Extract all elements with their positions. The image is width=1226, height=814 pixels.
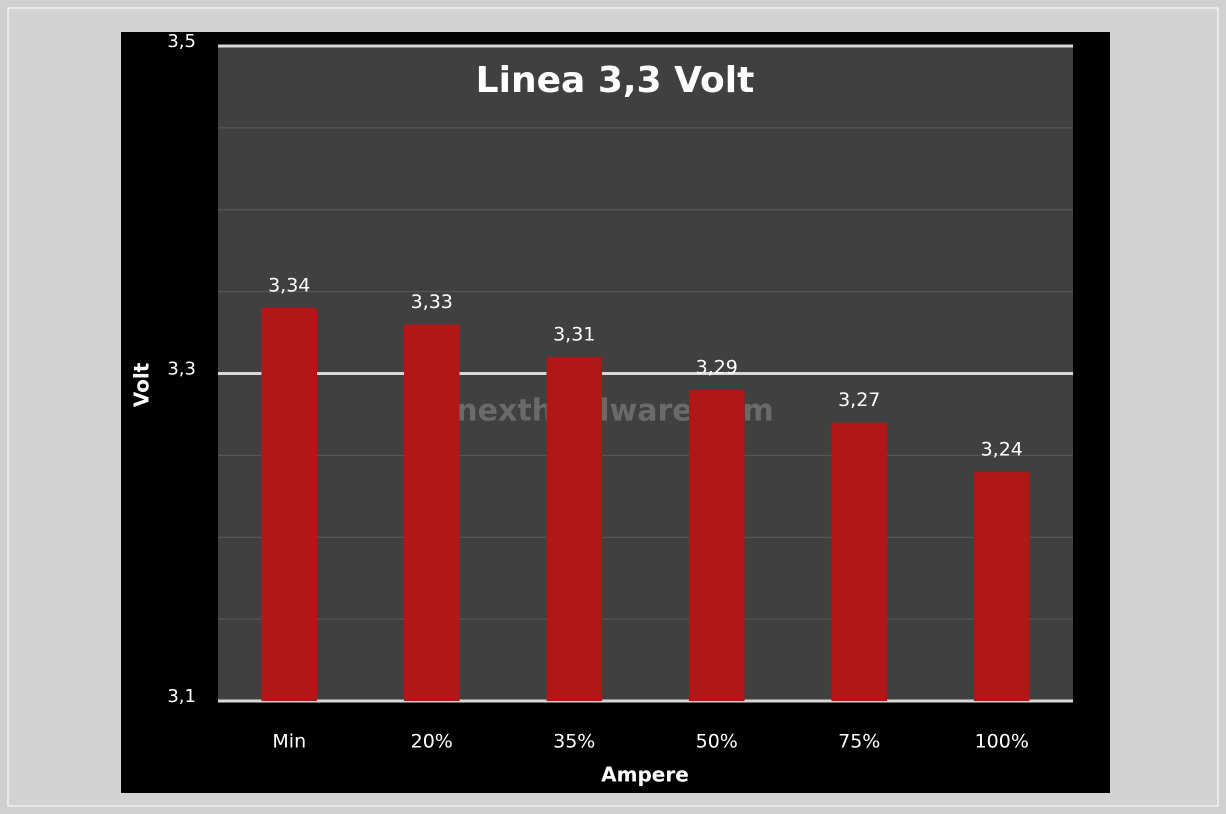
value-label: 3,27: [838, 389, 880, 411]
bar: [546, 357, 603, 701]
x-tick-label: Min: [272, 731, 306, 753]
bar: [261, 308, 318, 701]
bar: [973, 471, 1030, 701]
bar: [403, 324, 460, 701]
y-tick-label: 3,1: [167, 686, 196, 707]
value-label: 3,33: [411, 291, 453, 313]
bar: [688, 389, 745, 701]
value-label: 3,29: [696, 356, 738, 378]
value-label: 3,31: [553, 324, 595, 346]
y-tick-label: 3,3: [167, 359, 196, 380]
value-label: 3,34: [268, 275, 310, 297]
x-tick-label: 20%: [411, 731, 453, 753]
y-tick-label: 3,5: [167, 31, 196, 52]
chart-title: Linea 3,3 Volt: [476, 60, 755, 101]
x-axis-label: Ampere: [601, 763, 689, 787]
x-tick-label: 75%: [838, 731, 880, 753]
x-tick-label: 50%: [696, 731, 738, 753]
bar: [831, 422, 888, 701]
x-tick-label: 35%: [553, 731, 595, 753]
value-label: 3,24: [981, 438, 1023, 460]
y-axis-label: Volt: [130, 362, 154, 407]
x-tick-label: 100%: [975, 731, 1029, 753]
